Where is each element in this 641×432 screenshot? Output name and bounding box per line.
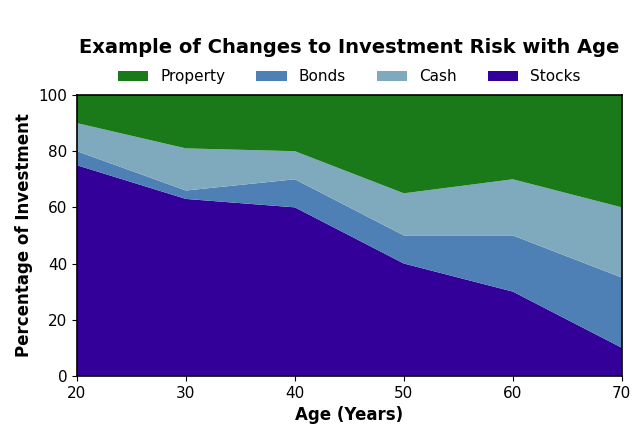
Title: Example of Changes to Investment Risk with Age: Example of Changes to Investment Risk wi… (79, 38, 620, 57)
X-axis label: Age (Years): Age (Years) (296, 406, 403, 424)
Y-axis label: Percentage of Investment: Percentage of Investment (15, 114, 33, 357)
Legend: Property, Bonds, Cash, Stocks: Property, Bonds, Cash, Stocks (112, 64, 587, 91)
